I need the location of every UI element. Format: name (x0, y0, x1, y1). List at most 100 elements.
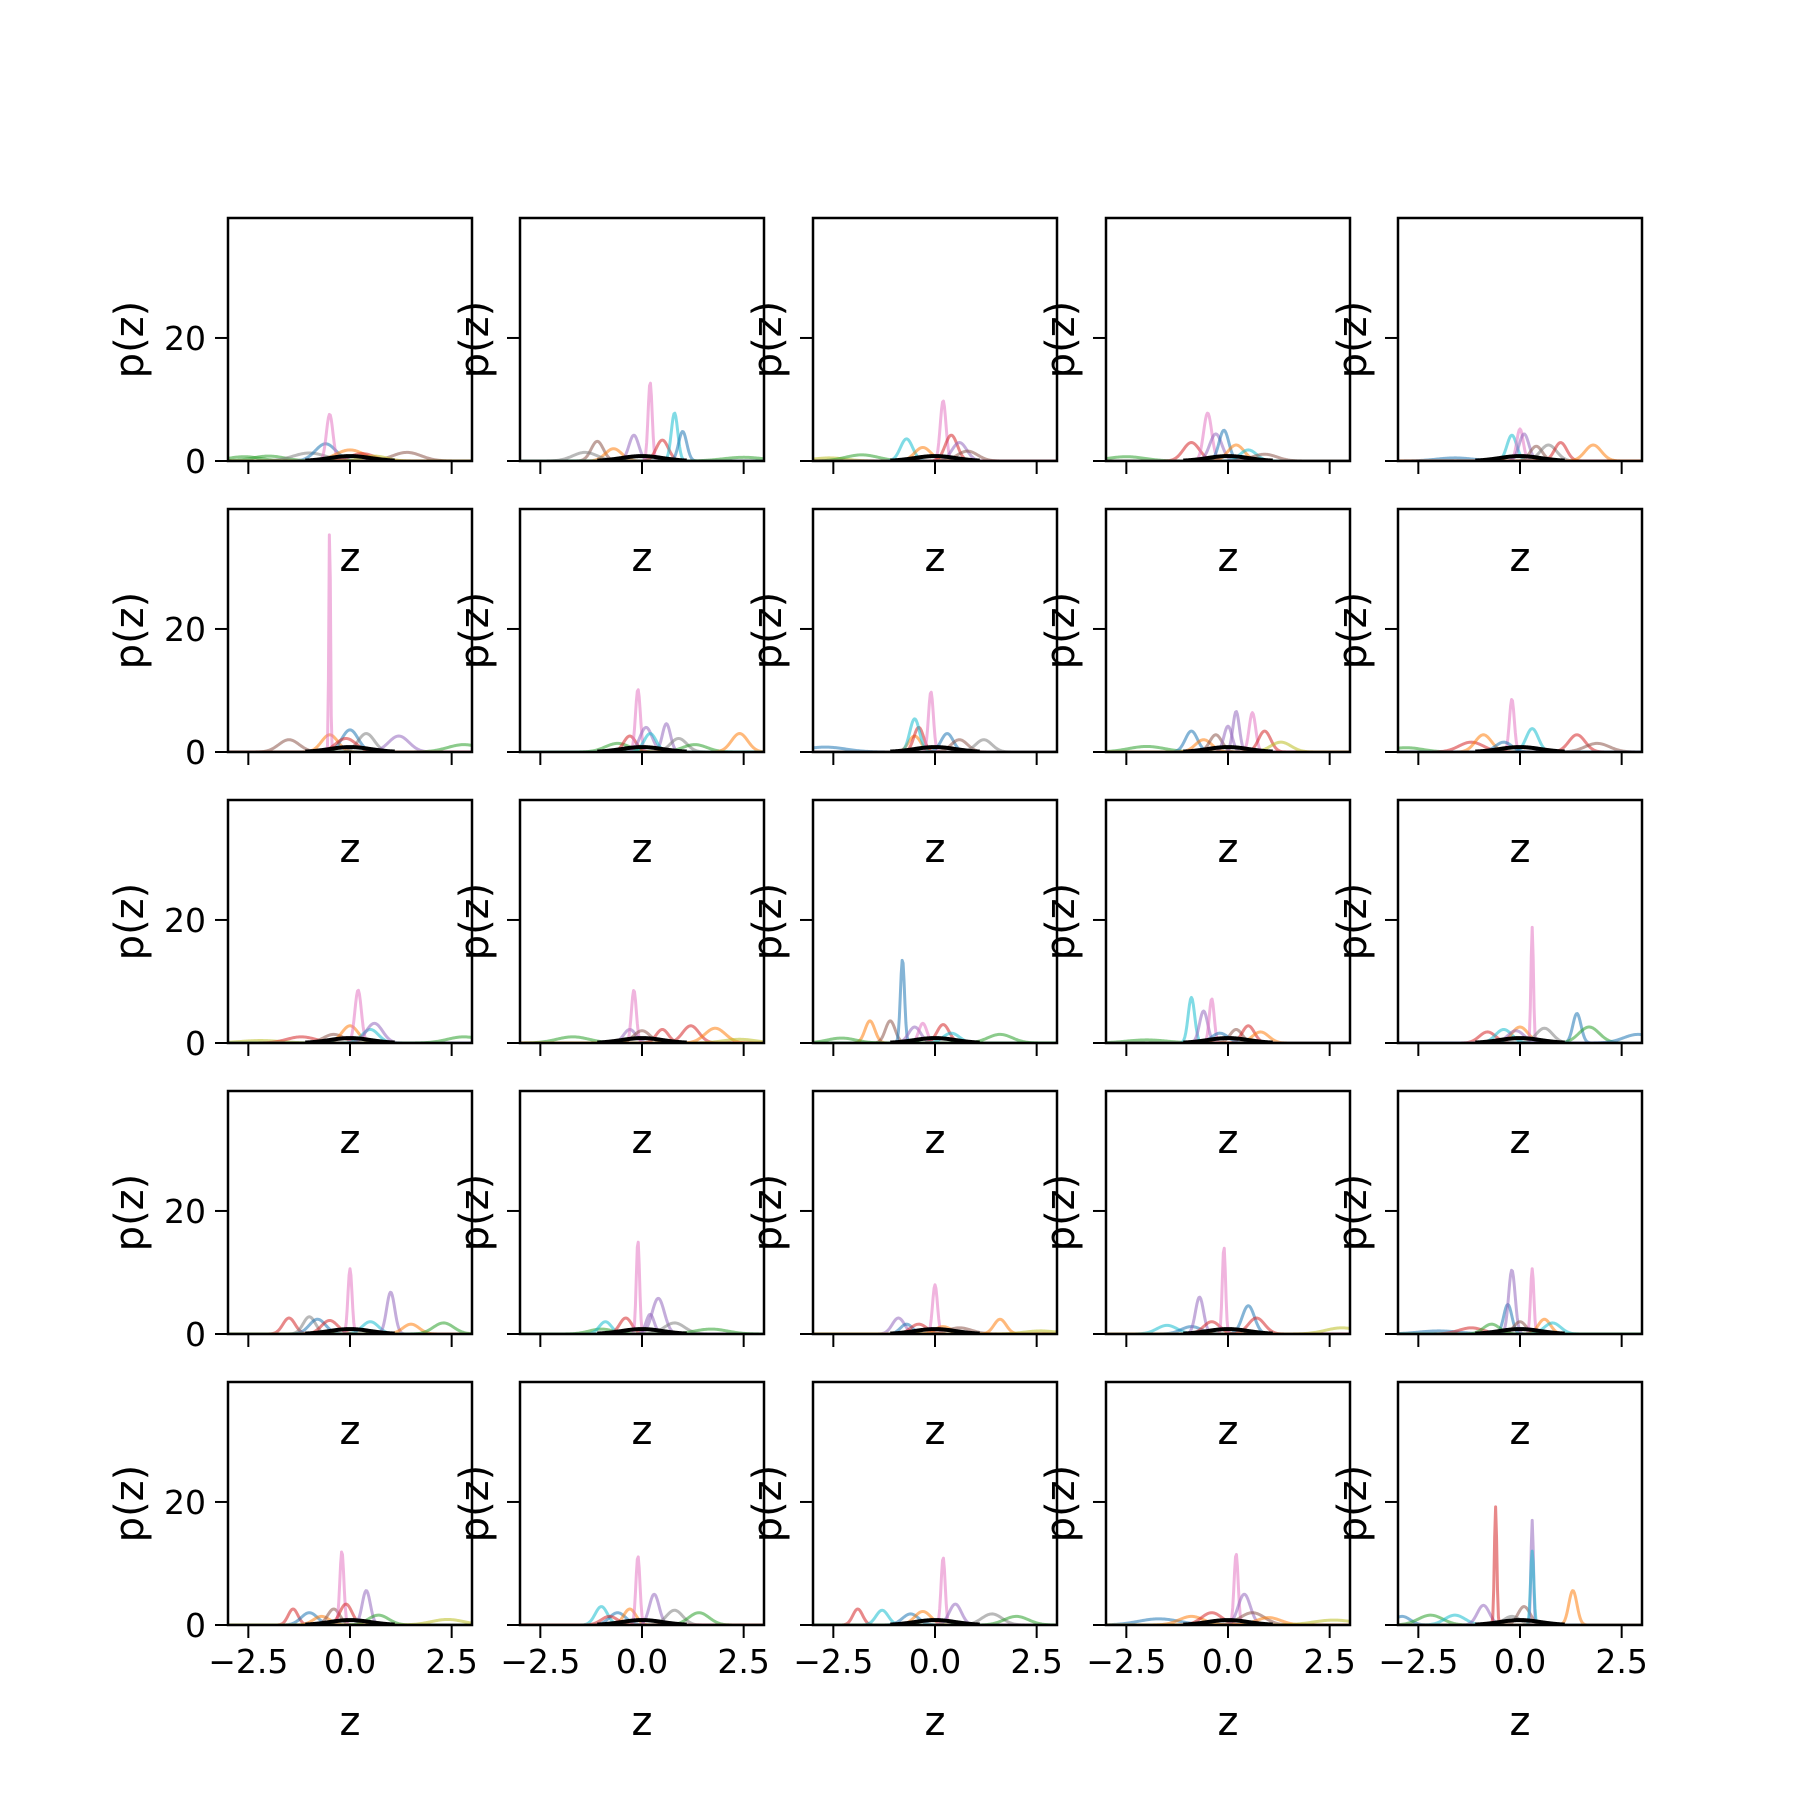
reference-curve (1475, 454, 1565, 461)
y-axis-label: p(z) (745, 883, 791, 961)
subplot-r3-c2: z p(z) (745, 1089, 1059, 1454)
x-tick-label: 2.5 (425, 1642, 477, 1681)
y-axis-label: p(z) (745, 1465, 791, 1543)
x-axis-label: z (1510, 826, 1531, 872)
density-curve-5 (1398, 1605, 1642, 1625)
x-axis-label: z (1218, 535, 1239, 581)
density-curve-4 (1106, 724, 1350, 752)
x-tick-label: 0.0 (909, 1642, 961, 1681)
x-axis-label: z (925, 1117, 946, 1163)
density-curve-8 (813, 1036, 1057, 1043)
density-curve-3 (228, 1024, 472, 1043)
y-tick-label: 20 (164, 1192, 206, 1231)
density-curve-7 (1398, 740, 1642, 752)
subplot-r0-c3: z p(z) (1038, 216, 1352, 581)
density-curve-7 (520, 1037, 764, 1043)
density-curve-2 (1398, 1025, 1642, 1043)
x-axis-label: z (925, 535, 946, 581)
density-curve-7 (520, 1327, 764, 1334)
density-curve-0 (1106, 744, 1350, 752)
density-curve-4 (1398, 1320, 1642, 1334)
density-curve-4 (1106, 428, 1350, 461)
density-curve-0 (228, 738, 472, 752)
y-axis-label: p(z) (745, 301, 791, 379)
density-curve-4 (813, 690, 1057, 752)
y-tick-label: 0 (185, 442, 206, 481)
density-curve-4 (228, 732, 472, 752)
subplot-r3-c4: z p(z) (1330, 1089, 1644, 1454)
y-axis-label: p(z) (1330, 883, 1376, 961)
y-axis-label: p(z) (1330, 301, 1376, 379)
density-curve-0 (1398, 1329, 1642, 1334)
y-tick-label: 0 (185, 733, 206, 772)
y-tick-label: 0 (185, 1024, 206, 1063)
y-axis-label: p(z) (745, 592, 791, 670)
reference-curve (1183, 454, 1273, 461)
y-tick-label: 20 (164, 319, 206, 358)
x-tick-label: 0.0 (1494, 1642, 1546, 1681)
y-axis-label: p(z) (452, 301, 498, 379)
density-curve-5 (813, 732, 1057, 752)
density-curve-5 (228, 1602, 472, 1625)
x-tick-label: −2.5 (793, 1642, 873, 1681)
y-tick-label: 20 (164, 1483, 206, 1522)
x-tick-label: 0.0 (1202, 1642, 1254, 1681)
density-curve-4 (228, 988, 472, 1043)
x-axis-label: z (340, 1408, 361, 1454)
subplot-r1-c0: 0 20 z p(z) (107, 507, 474, 872)
density-curve-7 (228, 736, 472, 752)
x-tick-label: 0.0 (616, 1642, 668, 1681)
y-axis-label: p(z) (745, 1174, 791, 1252)
x-axis-label: z (1510, 1699, 1531, 1745)
reference-curve (305, 745, 395, 752)
density-curve-3 (520, 725, 764, 752)
subplot-r0-c4: z p(z) (1330, 216, 1644, 581)
x-axis-label: z (1510, 1117, 1531, 1163)
x-axis-label: z (340, 535, 361, 581)
density-curve-8 (1398, 1029, 1642, 1043)
density-curve-6 (1398, 1025, 1642, 1043)
y-tick-label: 20 (164, 901, 206, 940)
subplot-r0-c2: z p(z) (745, 216, 1059, 581)
subplot-r2-c1: z p(z) (452, 798, 766, 1163)
reference-curve (1183, 1327, 1273, 1334)
subplot-r3-c3: z p(z) (1038, 1089, 1352, 1454)
y-axis-label: p(z) (107, 592, 153, 670)
x-axis-label: z (632, 826, 653, 872)
x-axis-label: z (925, 1408, 946, 1454)
subplot-r4-c0: −2.5 0.0 2.5 0 20 z p(z) (107, 1380, 478, 1745)
density-curve-3 (813, 1283, 1057, 1334)
reference-curve (890, 454, 980, 461)
y-axis-label: p(z) (452, 592, 498, 670)
x-tick-label: −2.5 (1378, 1642, 1458, 1681)
density-curve-2 (520, 688, 764, 752)
x-axis-label: z (632, 1699, 653, 1745)
x-axis-label: z (632, 535, 653, 581)
reference-curve (1475, 1618, 1565, 1625)
subplot-r0-c0: 0 20 z p(z) (107, 216, 474, 581)
y-axis-label: p(z) (1330, 1465, 1376, 1543)
y-axis-label: p(z) (452, 883, 498, 961)
density-curve-7 (520, 732, 764, 752)
reference-curve (305, 1618, 395, 1625)
x-axis-label: z (1218, 826, 1239, 872)
density-curve-3 (520, 1029, 764, 1043)
reference-curve (597, 454, 687, 461)
density-curve-0 (813, 1607, 1057, 1625)
density-curve-1 (1398, 1027, 1642, 1043)
density-curve-1 (520, 734, 764, 752)
reference-curve (1183, 745, 1273, 752)
density-curve-7 (813, 1032, 1057, 1043)
y-axis-label: p(z) (1038, 592, 1084, 670)
density-curve-7 (228, 450, 472, 461)
y-axis-label: p(z) (1038, 1174, 1084, 1252)
reference-curve (1183, 1036, 1273, 1043)
density-curve-4 (228, 1267, 472, 1334)
subplot-r1-c2: z p(z) (745, 507, 1059, 872)
y-axis-label: p(z) (452, 1174, 498, 1252)
subplot-r2-c0: 0 20 z p(z) (107, 798, 474, 1163)
y-axis-label: p(z) (452, 1465, 498, 1543)
density-curve-3 (520, 1555, 764, 1625)
subplot-grid: 0 20 z p(z) z p(z) z p(z) z p(z) z p(z) 0 20 z p(z) z p(z… (107, 216, 1648, 1745)
x-tick-label: 0.0 (324, 1642, 376, 1681)
